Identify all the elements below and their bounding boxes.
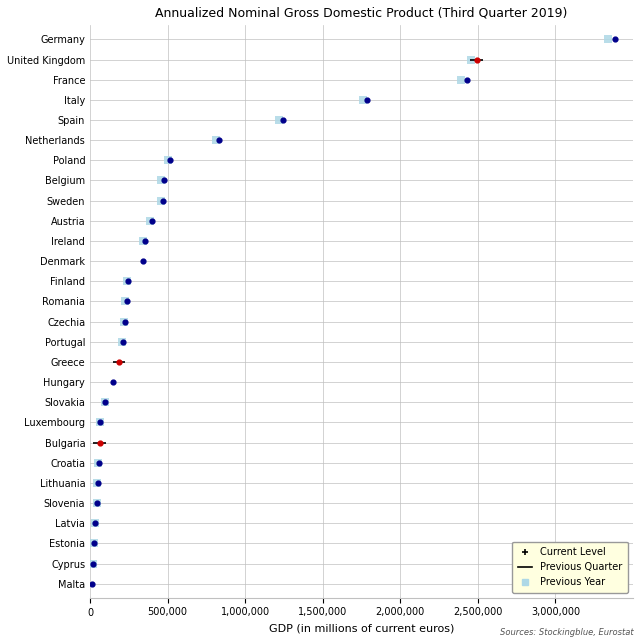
Point (159, 175, 169, 186)
Text: Sources: Stockingblue, Eurostat: Sources: Stockingblue, Eurostat (500, 628, 634, 637)
Point (611, 35, 621, 45)
Point (358, 95, 369, 105)
Point (156, 175, 166, 186)
Point (90, 518, 100, 528)
Point (211, 135, 221, 145)
Point (92, 477, 102, 488)
Point (95, 417, 105, 428)
Point (118, 337, 128, 347)
Point (145, 216, 155, 226)
Point (114, 357, 124, 367)
Point (274, 115, 284, 125)
Point (278, 115, 289, 125)
Point (140, 236, 150, 246)
Point (122, 276, 132, 287)
Point (108, 377, 118, 387)
Point (95, 437, 105, 447)
Title: Annualized Nominal Gross Domestic Product (Third Quarter 2019): Annualized Nominal Gross Domestic Produc… (156, 7, 568, 20)
Point (156, 196, 166, 206)
Point (138, 236, 148, 246)
Point (214, 135, 224, 145)
Point (163, 156, 173, 166)
Point (87, 579, 97, 589)
Point (120, 317, 131, 327)
Point (88, 558, 99, 568)
Point (122, 296, 132, 307)
Point (472, 54, 482, 65)
Point (100, 397, 110, 408)
X-axis label: GDP (in millions of current euros): GDP (in millions of current euros) (269, 623, 454, 633)
Point (92, 477, 102, 488)
Point (117, 337, 127, 347)
Point (456, 75, 466, 85)
Point (362, 95, 372, 105)
Point (165, 156, 175, 166)
Legend: Current Level, Previous Quarter, Previous Year: Current Level, Previous Quarter, Previou… (512, 541, 628, 593)
Point (90, 518, 100, 528)
Point (461, 75, 472, 85)
Point (93, 458, 104, 468)
Point (89, 538, 99, 548)
Point (138, 256, 148, 266)
Point (89, 538, 99, 548)
Point (147, 216, 157, 226)
Point (603, 35, 613, 45)
Point (466, 54, 476, 65)
Point (93, 458, 104, 468)
Point (92, 498, 102, 508)
Point (120, 296, 130, 307)
Point (100, 397, 110, 408)
Point (119, 317, 129, 327)
Point (123, 276, 133, 287)
Point (158, 196, 168, 206)
Point (95, 417, 105, 428)
Point (92, 498, 102, 508)
Point (88, 558, 99, 568)
